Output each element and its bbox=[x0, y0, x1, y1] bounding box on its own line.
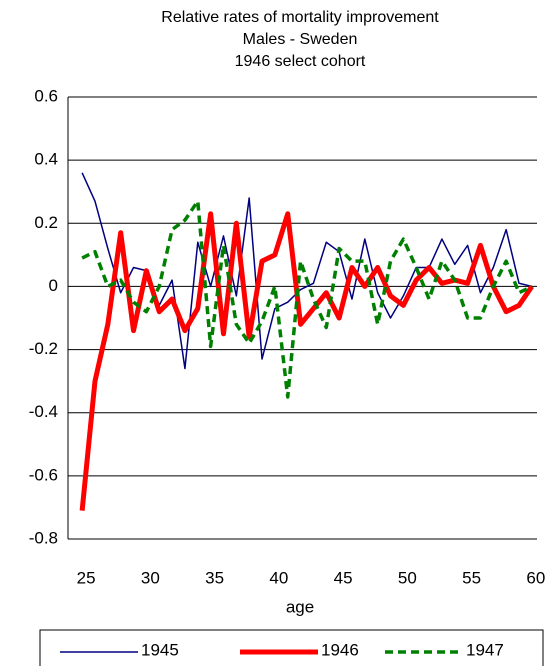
y-tick-label: 0 bbox=[49, 276, 58, 295]
x-tick-label: 25 bbox=[77, 568, 96, 587]
series-line bbox=[81, 199, 533, 399]
x-tick-label: 55 bbox=[462, 568, 481, 587]
x-tick-label: 50 bbox=[398, 568, 417, 587]
y-tick-label: 0.6 bbox=[34, 86, 58, 105]
legend-label: 1946 bbox=[321, 640, 359, 659]
legend-box bbox=[39, 629, 544, 666]
series-line bbox=[81, 172, 533, 370]
y-tick-label: 0.2 bbox=[34, 213, 58, 232]
chart-title: 1946 select cohort bbox=[235, 53, 366, 70]
y-tick-label: -0.2 bbox=[29, 339, 58, 358]
chart-title: Relative rates of mortality improvement bbox=[161, 9, 439, 26]
x-tick-label: 45 bbox=[334, 568, 353, 587]
x-tick-label: 30 bbox=[141, 568, 160, 587]
legend-label: 1945 bbox=[141, 640, 179, 659]
y-tick-label: -0.6 bbox=[29, 465, 58, 484]
x-tick-label: 35 bbox=[205, 568, 224, 587]
x-axis-label: age bbox=[286, 597, 314, 616]
series-line bbox=[79, 211, 534, 511]
y-tick-label: 0.4 bbox=[34, 150, 58, 169]
x-tick-label: 60 bbox=[526, 568, 545, 587]
y-tick-label: -0.4 bbox=[29, 402, 58, 421]
legend-label: 1947 bbox=[466, 640, 504, 659]
chart-title: Males - Sweden bbox=[243, 31, 358, 48]
y-tick-label: -0.8 bbox=[29, 528, 58, 547]
x-tick-label: 40 bbox=[269, 568, 288, 587]
